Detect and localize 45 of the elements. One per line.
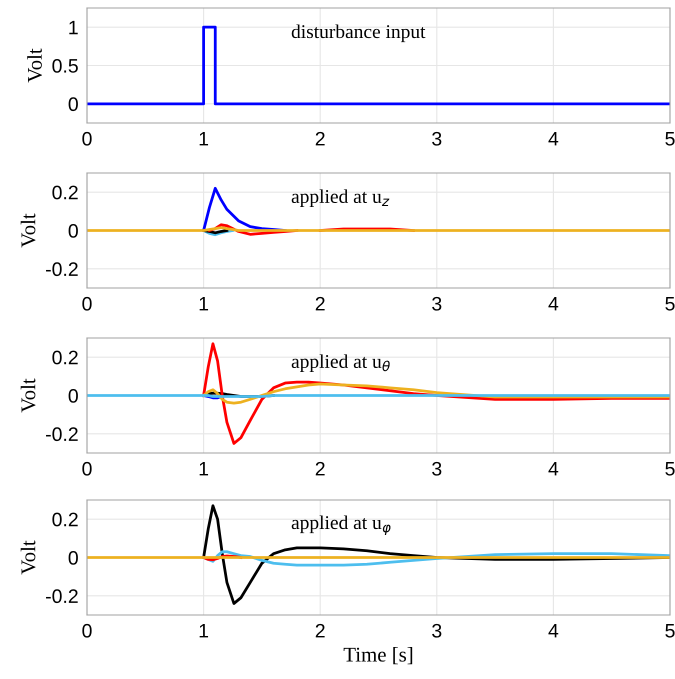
y-tick-label: 0.2 bbox=[52, 350, 78, 364]
x-tick-label: 0 bbox=[82, 296, 92, 311]
y-tick-label: 0 bbox=[68, 224, 78, 238]
y-axis-title: Volt bbox=[27, 48, 42, 82]
x-tick-label: 3 bbox=[432, 462, 442, 476]
y-axis-title: Volt bbox=[20, 540, 36, 574]
x-tick-label: 4 bbox=[548, 132, 558, 146]
x-tick-label: 1 bbox=[200, 624, 208, 638]
annotation: applied at u$_{φ}$ bbox=[292, 515, 391, 535]
annotation: disturbance input bbox=[292, 24, 426, 42]
x-tick-label: 0 bbox=[82, 624, 92, 638]
y-tick-label: 0.5 bbox=[52, 58, 78, 73]
x-tick-label: 2 bbox=[316, 296, 325, 310]
annotation: applied at u$_{θ}$ bbox=[292, 354, 390, 372]
x-tick-label: 3 bbox=[432, 132, 442, 146]
x-tick-label: 5 bbox=[665, 132, 675, 146]
y-axis-title: Volt bbox=[20, 378, 36, 412]
y-tick-label: -0.2 bbox=[46, 262, 78, 276]
x-tick-label: 3 bbox=[432, 624, 442, 638]
x-tick-label: 4 bbox=[548, 297, 558, 310]
annotation: applied at u$_{z}$ bbox=[292, 189, 390, 207]
y-tick-label: 0 bbox=[68, 388, 78, 403]
x-axis-title: Time [s] bbox=[344, 647, 412, 664]
x-tick-label: 1 bbox=[200, 297, 208, 310]
y-axis-title: Volt bbox=[20, 213, 36, 248]
x-tick-label: 1 bbox=[200, 462, 208, 476]
x-tick-label: 5 bbox=[665, 297, 675, 311]
x-tick-label: 5 bbox=[665, 624, 675, 638]
x-tick-label: 0 bbox=[82, 462, 92, 476]
y-tick-label: -0.2 bbox=[46, 427, 78, 442]
y-tick-label: 0.2 bbox=[52, 512, 78, 526]
x-tick-label: 3 bbox=[432, 296, 442, 311]
x-tick-label: 2 bbox=[316, 462, 325, 476]
x-tick-label: 0 bbox=[82, 132, 92, 146]
x-tick-label: 2 bbox=[316, 132, 325, 146]
x-tick-label: 4 bbox=[548, 624, 558, 638]
y-tick-label: 0 bbox=[68, 97, 78, 112]
y-tick-label: 0 bbox=[68, 550, 78, 565]
x-tick-label: 4 bbox=[548, 462, 558, 476]
y-tick-label: 0.2 bbox=[52, 186, 78, 200]
y-tick-label: -0.2 bbox=[46, 589, 78, 604]
x-tick-label: 5 bbox=[665, 462, 675, 476]
x-tick-label: 2 bbox=[316, 624, 325, 638]
y-tick-label: 1 bbox=[69, 20, 78, 34]
x-tick-label: 1 bbox=[200, 132, 208, 146]
